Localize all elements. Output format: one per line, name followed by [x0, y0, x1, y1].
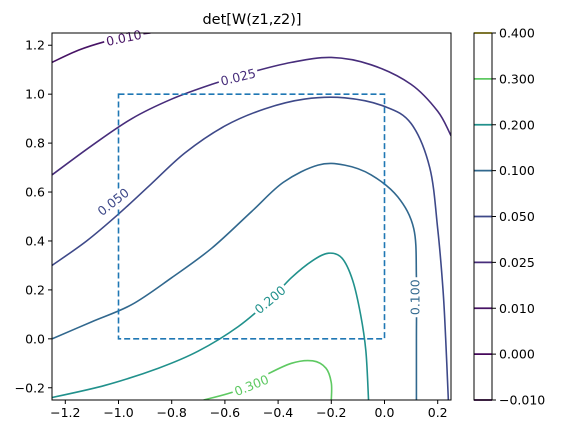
y-tick-label: 0.8: [25, 136, 45, 151]
plot-frame: [51, 32, 452, 401]
x-tick-label: 0.0: [375, 405, 395, 420]
x-tick-label: −0.2: [316, 405, 346, 420]
colorbar-tick-label: −0.010: [499, 393, 545, 408]
x-tick-label: −1.2: [50, 405, 80, 420]
colorbar-tick-label: 0.025: [499, 255, 535, 270]
contour-label-0.2: 0.200: [252, 282, 289, 317]
x-tick-label: −0.6: [210, 405, 240, 420]
y-axis: −0.2 0.0 0.2 0.4 0.6 0.8 1.0 1.2: [15, 38, 52, 395]
contour-label-0.05: 0.050: [94, 185, 131, 219]
contour-label-0.1: 0.100: [408, 279, 423, 315]
chart-title: det[W(z1,z2)]: [202, 12, 301, 28]
contour-label-0.3: 0.300: [232, 372, 271, 399]
x-tick-label: 0.2: [428, 405, 448, 420]
colorbar-tick-label: 0.010: [499, 301, 535, 316]
y-tick-label: −0.2: [15, 380, 45, 395]
x-tick-label: −0.4: [263, 405, 293, 420]
colorbar-tick-label: 0.200: [499, 117, 535, 132]
colorbar-tick-label: 0.400: [499, 26, 535, 41]
y-tick-label: 0.0: [25, 331, 45, 346]
contour-label-0.01: 0.010: [105, 27, 143, 49]
y-tick-label: 1.2: [25, 38, 45, 53]
contour-line-0.1: [52, 162, 418, 400]
colorbar-tick-label: 0.100: [499, 163, 535, 178]
dashed-region: [117, 93, 386, 340]
colorbar-tick-label: 0.050: [499, 209, 535, 224]
contour-line-0.025: [52, 56, 451, 176]
y-tick-label: 0.4: [25, 233, 45, 248]
contour-inline-labels: 0.010 0.025 0.050 0.100 0.200 0.300: [93, 27, 423, 400]
y-tick-label: 1.0: [25, 87, 45, 102]
contour-line-0.05: [52, 96, 450, 400]
contour-label-0.025: 0.025: [219, 65, 257, 88]
dashed-region-rect: [117, 93, 386, 340]
colorbar: −0.010 0.000 0.010 0.025 0.050 0.100 0.200 0.30…: [473, 26, 545, 408]
contour-line-0.2: [52, 252, 370, 400]
contour-lines: [52, 33, 451, 400]
colorbar-tick-label: 0.000: [499, 347, 535, 362]
colorbar-tick-label: 0.300: [499, 71, 535, 86]
x-axis: −1.2 −1.0 −0.8 −0.6 −0.4 −0.2 0.0 0.2: [50, 400, 448, 420]
y-tick-label: 0.2: [25, 282, 45, 297]
x-tick-label: −1.0: [103, 405, 133, 420]
y-tick-label: 0.6: [25, 185, 45, 200]
x-tick-label: −0.8: [157, 405, 187, 420]
